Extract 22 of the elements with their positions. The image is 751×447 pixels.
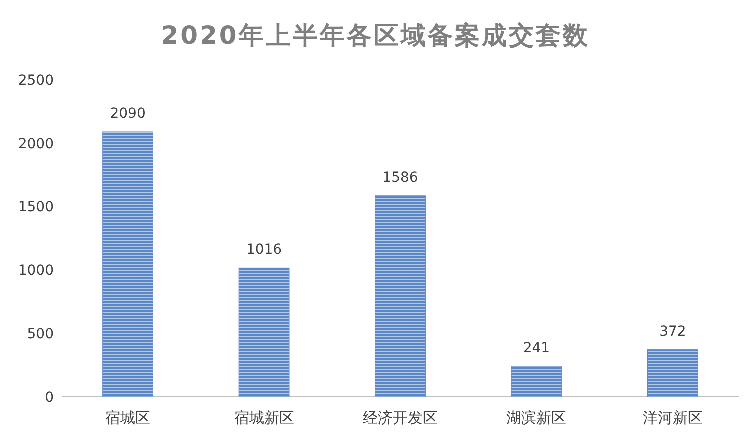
bar	[375, 196, 426, 398]
data-label: 2090	[110, 106, 146, 122]
bar	[647, 350, 698, 398]
x-tick-label: 宿城新区	[234, 409, 294, 427]
data-label: 1586	[382, 170, 418, 186]
y-tick-label: 500	[27, 326, 54, 342]
x-tick-label: 湖滨新区	[506, 409, 567, 427]
bar	[102, 132, 154, 398]
x-tick-label: 经济开发区	[363, 409, 438, 427]
y-tick-label: 0	[45, 390, 54, 406]
chart-title: 2020年上半年各区域备案成交套数	[161, 21, 590, 50]
y-tick-label: 1500	[18, 200, 54, 216]
bar	[511, 366, 562, 398]
y-tick-label: 1000	[18, 263, 54, 280]
data-label: 372	[660, 324, 686, 340]
bar	[238, 268, 290, 398]
data-label: 241	[523, 340, 550, 356]
x-tick-label: 洋河新区	[642, 409, 703, 427]
x-tick-label: 宿城区	[106, 409, 151, 427]
y-tick-label: 2000	[18, 136, 54, 152]
data-label: 1016	[246, 242, 282, 258]
y-tick-label: 2500	[18, 72, 54, 89]
